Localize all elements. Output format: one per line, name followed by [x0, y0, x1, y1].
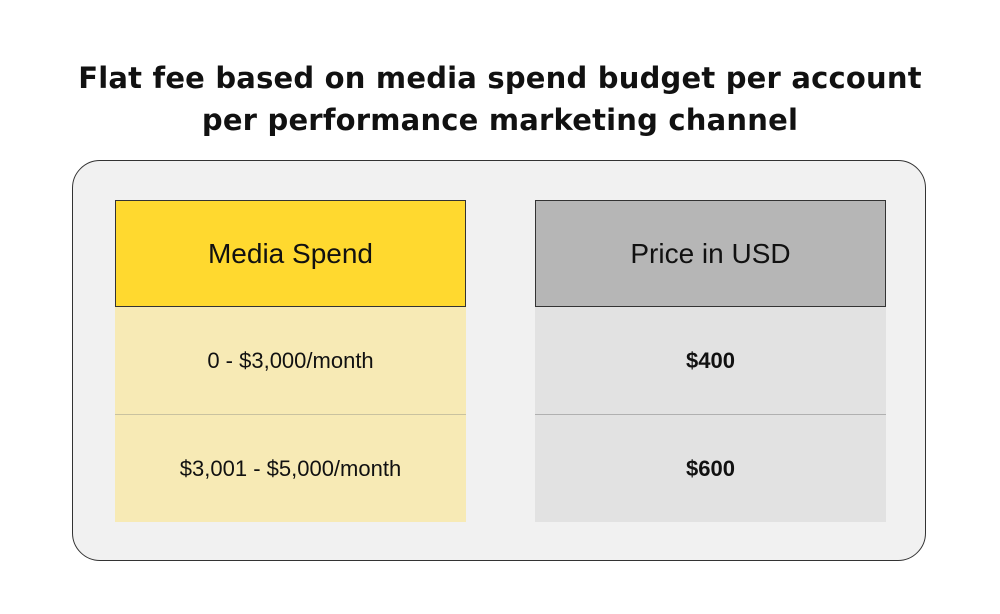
- title-line-2: per performance marketing channel: [201, 103, 799, 138]
- page-title: Flat fee based on media spend budget per…: [0, 57, 1000, 141]
- price-cell-tier-1: $400: [535, 307, 886, 414]
- media-spend-cell-tier-2: $3,001 - $5,000/month: [115, 414, 466, 522]
- title-line-1: Flat fee based on media spend budget per…: [78, 61, 922, 96]
- price-column: Price in USD $400 $600: [535, 200, 886, 522]
- price-header: Price in USD: [535, 200, 886, 307]
- price-cell-tier-2: $600: [535, 414, 886, 522]
- media-spend-cell-tier-1: 0 - $3,000/month: [115, 307, 466, 414]
- media-spend-header: Media Spend: [115, 200, 466, 307]
- media-spend-column: Media Spend 0 - $3,000/month $3,001 - $5…: [115, 200, 466, 522]
